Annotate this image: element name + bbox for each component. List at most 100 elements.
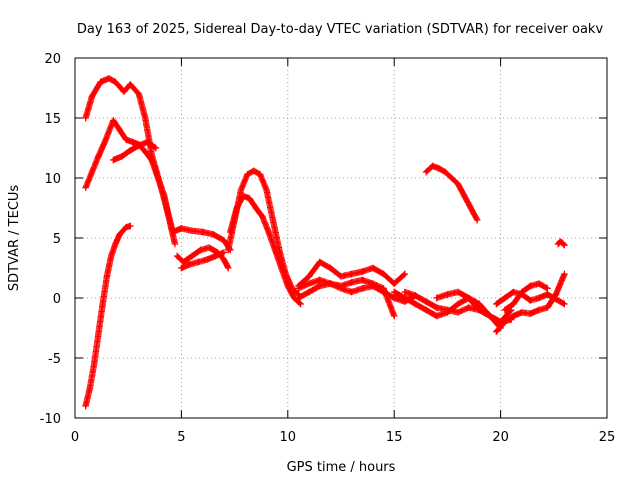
data-point bbox=[493, 328, 500, 335]
x-tick-labels: 0 5 10 15 20 25 bbox=[71, 430, 615, 445]
data-point bbox=[518, 288, 526, 296]
data-point bbox=[118, 153, 126, 160]
y-tick-label: -5 bbox=[48, 352, 61, 367]
x-tick-label: 15 bbox=[386, 430, 403, 445]
data-point bbox=[225, 264, 232, 272]
data-point bbox=[435, 165, 443, 172]
data-point bbox=[297, 300, 304, 308]
data-point bbox=[316, 276, 323, 284]
data-point bbox=[110, 156, 117, 164]
data-point bbox=[278, 264, 285, 272]
data-point bbox=[142, 148, 149, 155]
data-point bbox=[544, 304, 551, 311]
series-markers bbox=[227, 192, 304, 308]
data-point bbox=[391, 294, 398, 302]
data-point bbox=[203, 256, 211, 263]
data-point bbox=[152, 144, 160, 152]
data-point bbox=[205, 244, 213, 251]
data-point bbox=[337, 273, 345, 280]
data-point bbox=[88, 93, 96, 100]
data-point bbox=[433, 304, 440, 311]
data-point bbox=[422, 168, 430, 176]
data-point bbox=[501, 306, 509, 314]
y-tick-label: -10 bbox=[40, 412, 61, 427]
data-point bbox=[233, 204, 240, 212]
data-point bbox=[154, 174, 162, 182]
data-point bbox=[337, 282, 345, 290]
x-tick-label: 10 bbox=[280, 430, 297, 445]
y-tick-label: 15 bbox=[44, 112, 61, 127]
data-point bbox=[127, 147, 134, 154]
data-point bbox=[316, 282, 323, 290]
data-point bbox=[422, 306, 430, 314]
data-point bbox=[561, 270, 568, 278]
data-point bbox=[359, 268, 366, 275]
data-point bbox=[171, 240, 179, 248]
data-point bbox=[178, 264, 185, 272]
series-satellite-arc-17 bbox=[493, 288, 568, 308]
data-point bbox=[401, 270, 409, 278]
data-point bbox=[225, 246, 232, 254]
data-point bbox=[246, 195, 253, 202]
data-point bbox=[510, 312, 517, 320]
data-point bbox=[518, 309, 526, 316]
data-point bbox=[237, 186, 245, 194]
data-point bbox=[476, 306, 483, 314]
data-point bbox=[422, 298, 430, 305]
data-point bbox=[412, 300, 419, 308]
data-point bbox=[239, 192, 247, 200]
data-point bbox=[316, 258, 323, 266]
series-satellite-arc-9 bbox=[227, 192, 304, 308]
data-point bbox=[127, 81, 134, 88]
data-point bbox=[391, 288, 398, 296]
data-point bbox=[327, 264, 334, 272]
data-point bbox=[95, 330, 102, 338]
data-point bbox=[454, 180, 462, 188]
data-point bbox=[561, 300, 568, 308]
data-point bbox=[86, 384, 94, 392]
data-point bbox=[444, 291, 451, 298]
data-point bbox=[110, 117, 117, 124]
data-point bbox=[348, 288, 355, 296]
data-point bbox=[90, 360, 98, 368]
data-point bbox=[142, 114, 149, 122]
y-tick-label: 5 bbox=[53, 232, 61, 247]
data-point bbox=[391, 312, 398, 320]
x-tick-label: 25 bbox=[599, 430, 616, 445]
data-point bbox=[122, 136, 130, 143]
data-point bbox=[188, 227, 196, 234]
data-point bbox=[135, 90, 143, 98]
data-point bbox=[212, 252, 219, 260]
series-satellite-arc-7 bbox=[178, 249, 228, 272]
data-point bbox=[107, 252, 115, 260]
data-point bbox=[105, 75, 113, 82]
data-point bbox=[220, 237, 228, 244]
data-point bbox=[359, 276, 366, 284]
data-point bbox=[284, 282, 291, 290]
data-point bbox=[169, 228, 177, 236]
y-axis-label: SDTVAR / TECUs bbox=[7, 185, 22, 292]
y-tick-labels: -10 -5 0 5 10 15 20 bbox=[40, 52, 61, 427]
x-tick-label: 5 bbox=[177, 430, 185, 445]
series-satellite-arc-4 bbox=[110, 138, 160, 164]
data-point bbox=[227, 228, 234, 236]
data-point bbox=[527, 310, 534, 317]
data-point bbox=[265, 228, 272, 236]
data-point bbox=[210, 231, 217, 238]
data-point bbox=[561, 242, 568, 249]
y-tick-label: 20 bbox=[44, 52, 61, 67]
data-point bbox=[412, 292, 419, 299]
data-point bbox=[116, 126, 123, 134]
data-point bbox=[82, 184, 89, 191]
series-satellite-arc-12 bbox=[295, 276, 398, 320]
data-point bbox=[442, 168, 449, 176]
data-point bbox=[535, 294, 543, 302]
series-satellite-arc-10 bbox=[295, 258, 409, 290]
data-point bbox=[167, 222, 174, 230]
data-point bbox=[256, 171, 264, 178]
data-point bbox=[263, 186, 270, 194]
data-point bbox=[493, 300, 500, 308]
data-point bbox=[244, 171, 251, 178]
data-point bbox=[369, 264, 377, 272]
